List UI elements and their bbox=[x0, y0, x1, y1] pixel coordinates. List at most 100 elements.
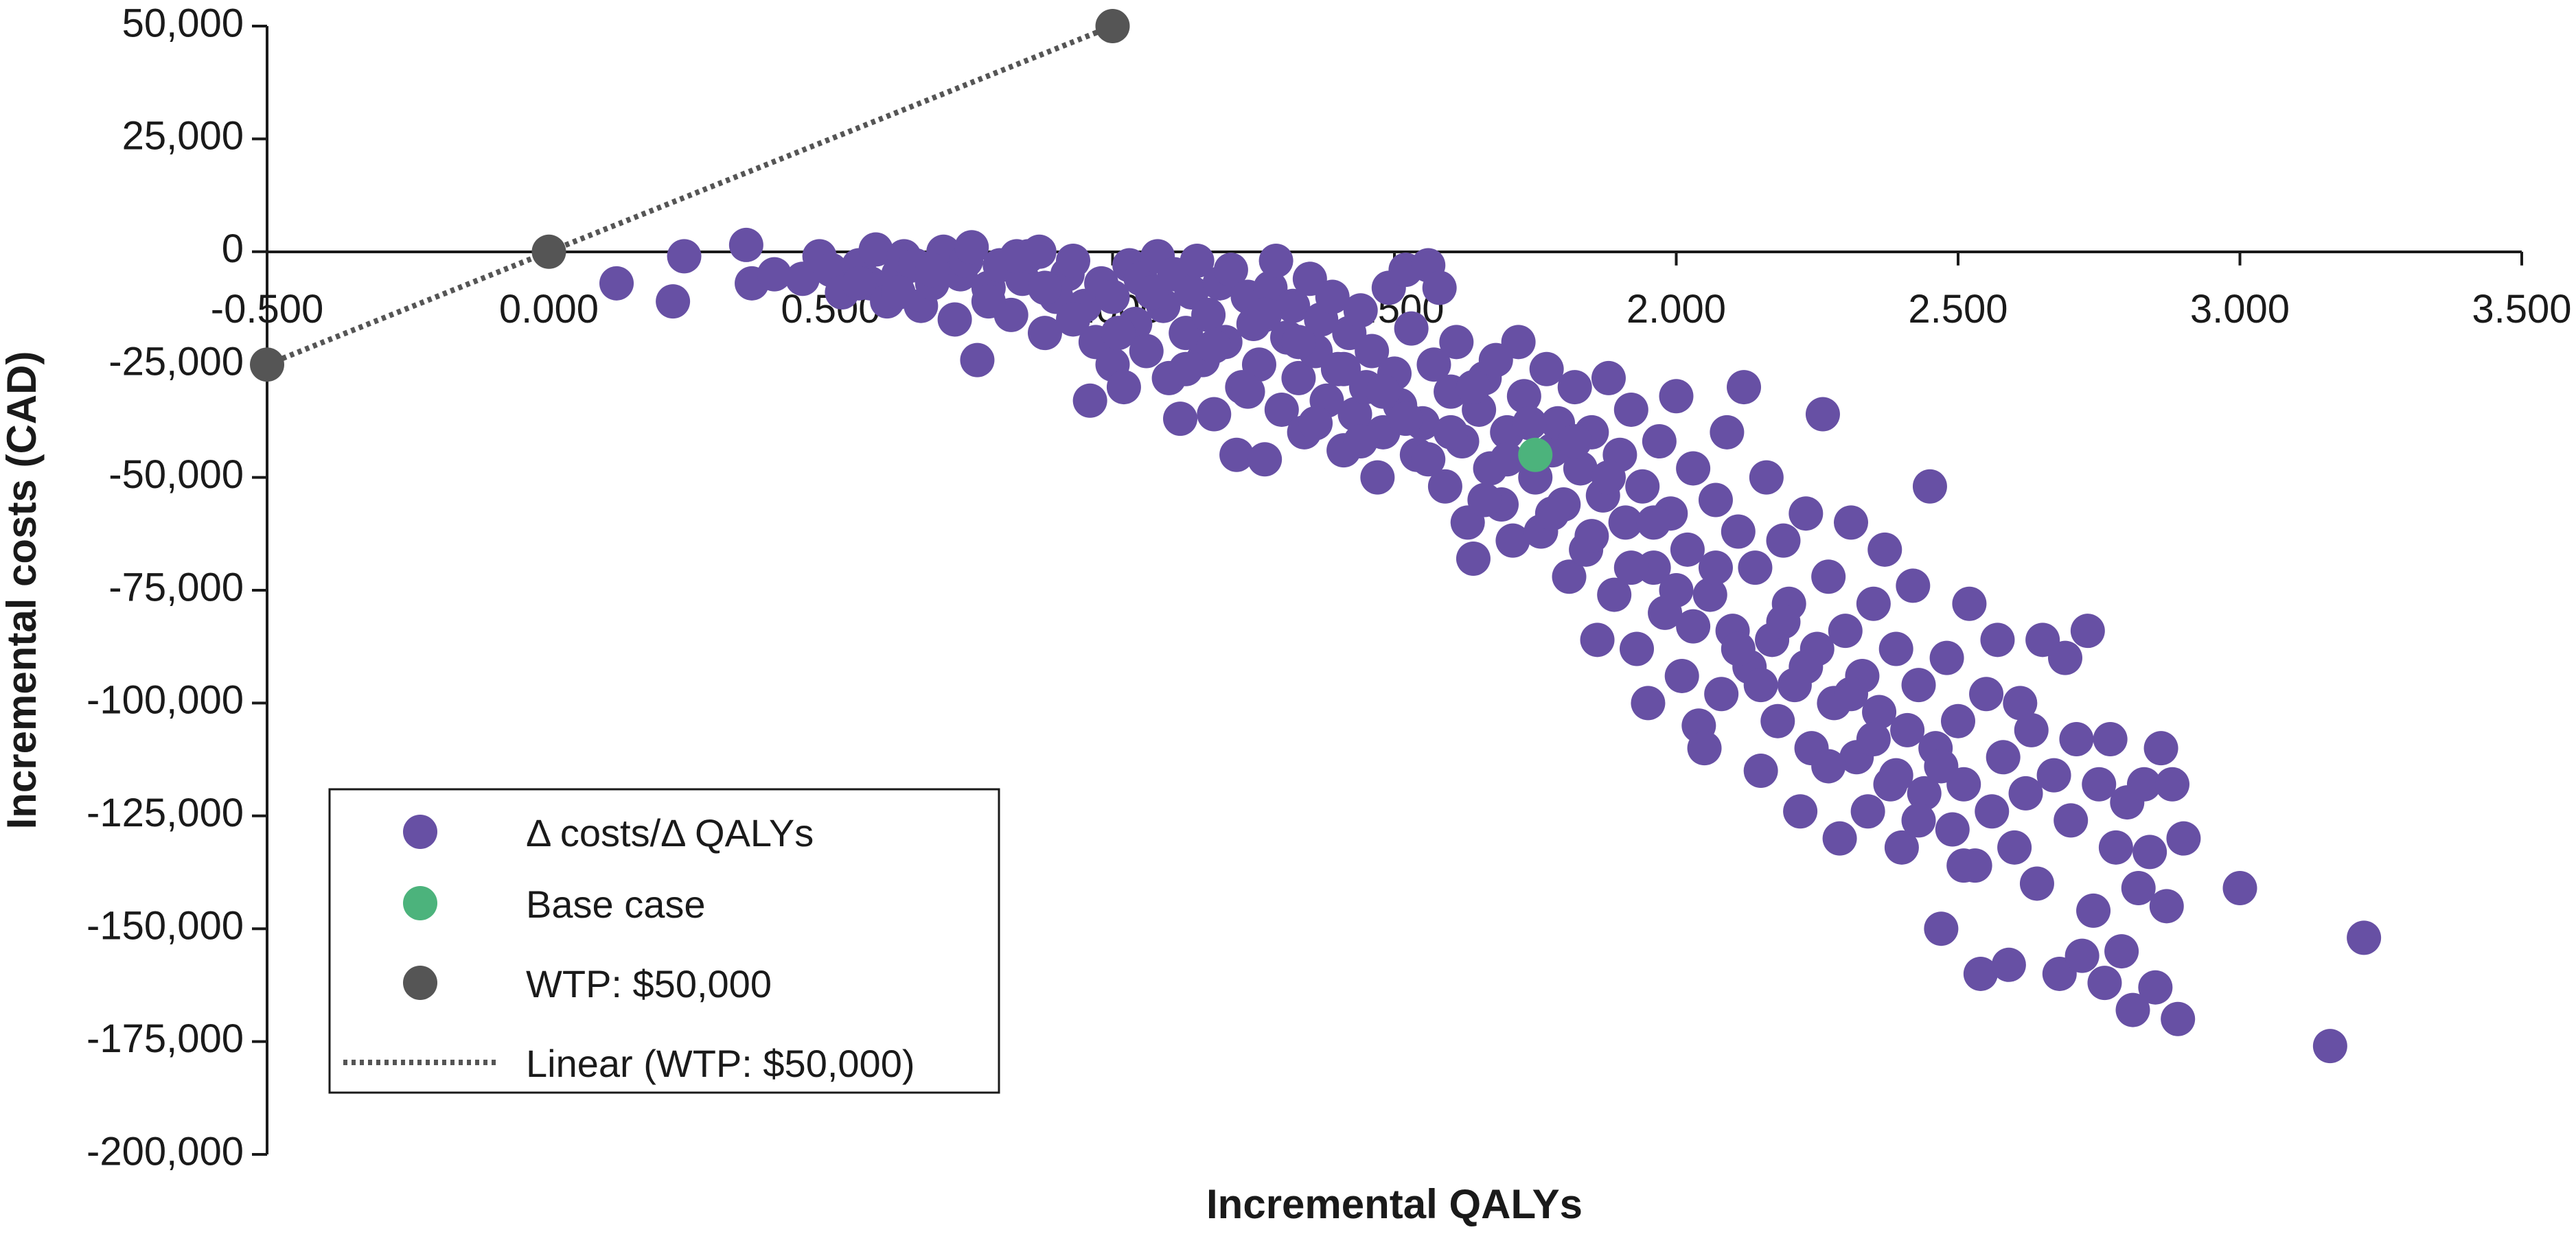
psa-point bbox=[1805, 397, 1840, 432]
psa-point bbox=[2149, 889, 2184, 924]
psa-point bbox=[2222, 871, 2257, 906]
psa-point bbox=[1969, 677, 2004, 712]
psa-point bbox=[1901, 668, 1936, 703]
psa-point bbox=[728, 227, 763, 262]
psa-point bbox=[1743, 754, 1778, 789]
psa-point bbox=[1692, 577, 1727, 612]
psa-point bbox=[1281, 360, 1316, 395]
y-tick-label: -150,000 bbox=[87, 904, 244, 948]
y-tick-label: -100,000 bbox=[87, 678, 244, 723]
psa-point bbox=[1343, 423, 1378, 458]
psa-point bbox=[1258, 243, 1293, 278]
psa-point bbox=[1631, 686, 1666, 721]
psa-point bbox=[1789, 649, 1824, 684]
psa-point bbox=[1264, 392, 1299, 427]
psa-point bbox=[842, 266, 877, 301]
psa-point bbox=[2087, 966, 2122, 1001]
y-tick-label: 0 bbox=[222, 226, 244, 271]
psa-point bbox=[1394, 311, 1429, 346]
x-tick-label: 3.500 bbox=[2472, 287, 2571, 331]
psa-point bbox=[1557, 423, 1592, 458]
psa-point bbox=[599, 266, 634, 301]
psa-point bbox=[1315, 279, 1350, 314]
psa-point bbox=[1247, 442, 1283, 477]
legend-linear-label: Linear (WTP: $50,000) bbox=[526, 1042, 915, 1085]
y-tick-label: -25,000 bbox=[108, 340, 244, 384]
psa-point bbox=[1495, 523, 1530, 558]
legend-base-label: Base case bbox=[526, 883, 706, 926]
y-tick-label: 25,000 bbox=[122, 114, 244, 159]
psa-point bbox=[2019, 866, 2054, 901]
psa-point bbox=[1027, 270, 1062, 305]
psa-point bbox=[2312, 1029, 2347, 1064]
psa-point bbox=[1563, 451, 1598, 486]
psa-point bbox=[1056, 243, 1091, 278]
psa-point bbox=[2138, 970, 2173, 1005]
psa-point bbox=[1366, 374, 1401, 409]
psa-point bbox=[1213, 253, 1248, 288]
psa-point bbox=[1134, 275, 1169, 310]
psa-point bbox=[1388, 401, 1423, 436]
y-tick-label: -50,000 bbox=[108, 452, 244, 497]
psa-point bbox=[1608, 505, 1643, 540]
psa-point bbox=[999, 239, 1034, 274]
psa-point bbox=[1856, 586, 1891, 621]
psa-point bbox=[1743, 668, 1778, 703]
psa-point bbox=[1241, 347, 1276, 382]
psa-point bbox=[1811, 749, 1846, 784]
wtp-point bbox=[1095, 9, 1130, 43]
psa-point bbox=[2115, 992, 2150, 1027]
psa-point bbox=[1574, 519, 1609, 554]
psa-point bbox=[1890, 712, 1925, 747]
psa-point bbox=[1422, 270, 1457, 305]
psa-point bbox=[1789, 496, 1824, 531]
y-tick-label: 50,000 bbox=[122, 1, 244, 45]
psa-point bbox=[1721, 514, 1756, 549]
psa-point bbox=[937, 302, 972, 337]
psa-point bbox=[1343, 293, 1378, 328]
psa-point bbox=[1191, 297, 1226, 332]
psa-point bbox=[2154, 767, 2189, 802]
psa-point bbox=[2059, 722, 2094, 757]
psa-point bbox=[1613, 550, 1648, 585]
psa-point bbox=[1434, 415, 1469, 450]
y-tick-label: -175,000 bbox=[87, 1016, 244, 1061]
psa-point bbox=[954, 230, 989, 265]
psa-point bbox=[1676, 609, 1711, 644]
wtp-point bbox=[250, 347, 284, 382]
psa-point bbox=[1698, 482, 1733, 517]
y-axis-title: Incremental costs (CAD) bbox=[0, 351, 45, 830]
wtp-point bbox=[531, 234, 566, 269]
psa-point bbox=[1878, 631, 1913, 666]
psa-point bbox=[1811, 559, 1846, 594]
legend-psa-marker bbox=[403, 815, 437, 849]
psa-point bbox=[1557, 370, 1592, 405]
legend: Δ costs/Δ QALYs Base case WTP: $50,000 L… bbox=[328, 788, 1000, 1094]
x-axis-title: Incremental QALYs bbox=[1206, 1181, 1583, 1227]
y-tick-label: -200,000 bbox=[87, 1129, 244, 1174]
legend-box bbox=[328, 788, 1000, 1094]
psa-point bbox=[1912, 469, 1947, 504]
psa-point bbox=[1129, 334, 1164, 369]
psa-point bbox=[1439, 325, 1474, 360]
psa-point bbox=[1501, 325, 1536, 360]
psa-point bbox=[1534, 496, 1569, 531]
legend-psa-label: Δ costs/Δ QALYs bbox=[526, 811, 814, 854]
psa-point bbox=[1552, 559, 1587, 594]
psa-point bbox=[1676, 451, 1711, 486]
psa-point bbox=[1884, 830, 1919, 865]
psa-point bbox=[1935, 812, 1970, 847]
psa-point bbox=[2166, 821, 2201, 856]
psa-point bbox=[1197, 329, 1232, 364]
psa-point bbox=[2054, 803, 2089, 838]
psa-point bbox=[881, 275, 916, 310]
psa-point bbox=[1783, 794, 1818, 829]
psa-point bbox=[1580, 622, 1615, 657]
legend-base-marker bbox=[403, 886, 437, 920]
psa-point bbox=[1963, 956, 1998, 991]
psa-point bbox=[2076, 893, 2111, 928]
base-case-point bbox=[1518, 437, 1553, 472]
psa-point bbox=[2003, 686, 2038, 721]
psa-points bbox=[599, 227, 2382, 1064]
psa-point bbox=[1698, 550, 1733, 585]
